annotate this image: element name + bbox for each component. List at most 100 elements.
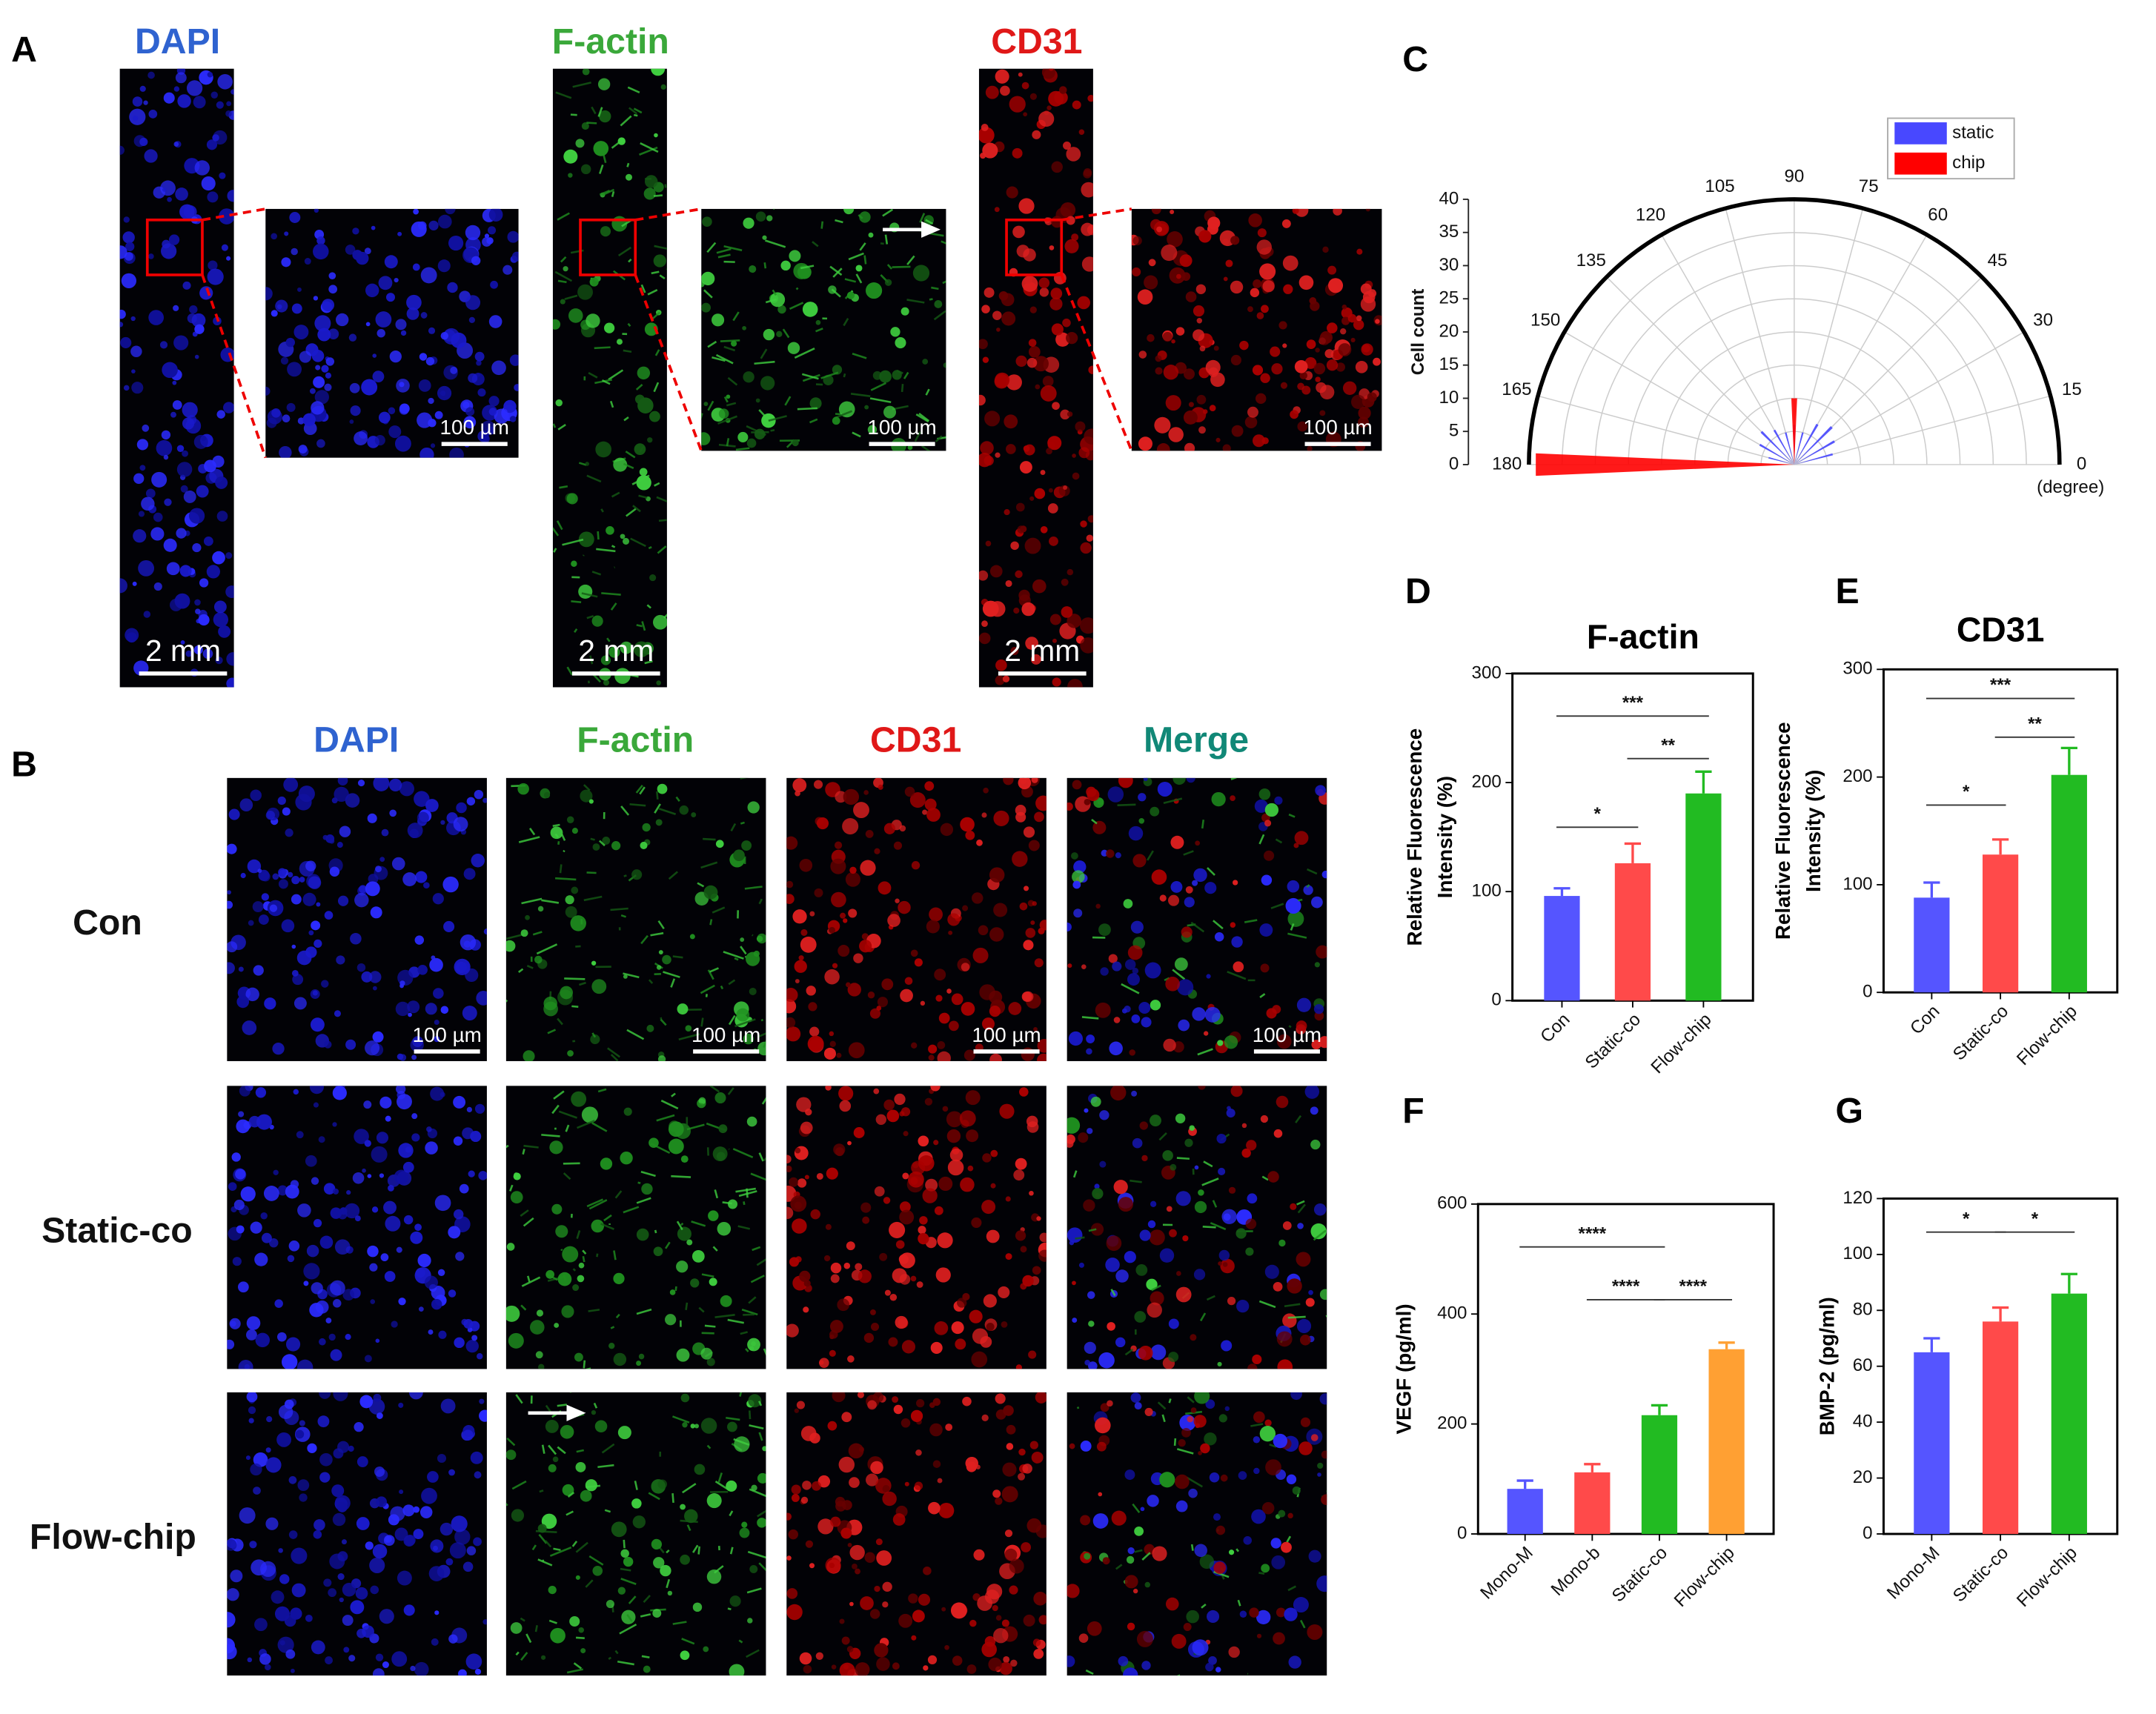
cell bbox=[746, 951, 760, 966]
cell bbox=[1132, 1588, 1138, 1594]
cell bbox=[1009, 1585, 1018, 1595]
cell bbox=[1052, 638, 1057, 643]
cell bbox=[305, 1614, 313, 1622]
fiber bbox=[1250, 1423, 1264, 1427]
cell bbox=[918, 1232, 929, 1245]
cell bbox=[330, 1207, 342, 1219]
cell bbox=[406, 294, 422, 310]
cell bbox=[981, 812, 987, 818]
fiber bbox=[588, 1555, 604, 1566]
fiber bbox=[723, 396, 729, 403]
fiber bbox=[547, 1029, 557, 1034]
cell bbox=[1024, 537, 1041, 554]
cell bbox=[739, 1527, 750, 1538]
fiber bbox=[623, 1206, 640, 1214]
cell bbox=[1209, 1472, 1220, 1483]
fiber bbox=[552, 823, 560, 827]
cell bbox=[1288, 1655, 1301, 1669]
cell bbox=[285, 1184, 299, 1199]
cell bbox=[660, 84, 666, 90]
fiber bbox=[886, 264, 893, 270]
cell bbox=[1099, 1110, 1109, 1120]
cell bbox=[1098, 1352, 1115, 1369]
micrograph-texture bbox=[1067, 1086, 1327, 1369]
micrograph bbox=[1067, 1086, 1327, 1369]
fiber bbox=[674, 1286, 677, 1292]
cell bbox=[202, 648, 213, 659]
column-title: F-actin bbox=[577, 720, 694, 760]
cell bbox=[832, 365, 843, 375]
cell bbox=[1271, 1555, 1286, 1569]
cell bbox=[1040, 525, 1048, 534]
cell bbox=[314, 315, 331, 332]
cell bbox=[637, 366, 651, 380]
cell bbox=[418, 379, 431, 392]
cell bbox=[1127, 1622, 1135, 1631]
cell bbox=[293, 1089, 299, 1095]
cell bbox=[1095, 1002, 1111, 1018]
theta-tick-label: 120 bbox=[1636, 205, 1665, 225]
cell bbox=[505, 940, 516, 952]
cell bbox=[219, 172, 226, 179]
cell bbox=[1244, 416, 1258, 428]
fiber bbox=[641, 1655, 650, 1658]
cell bbox=[248, 1418, 254, 1424]
cell bbox=[1058, 485, 1070, 496]
cell bbox=[746, 1116, 757, 1127]
cell bbox=[561, 1305, 574, 1318]
cell bbox=[876, 1006, 882, 1011]
cell bbox=[937, 1232, 953, 1249]
fiber bbox=[680, 1222, 684, 1226]
cell bbox=[924, 798, 937, 811]
zoom-line bbox=[1061, 207, 1132, 222]
cell bbox=[365, 1040, 380, 1056]
cell bbox=[809, 1026, 820, 1037]
cell bbox=[680, 1650, 690, 1661]
cell bbox=[1023, 991, 1034, 1003]
cell bbox=[637, 397, 654, 413]
fiber bbox=[552, 527, 560, 537]
cell bbox=[332, 1122, 337, 1127]
cell bbox=[1204, 1006, 1221, 1023]
cell bbox=[1032, 1266, 1041, 1275]
cell bbox=[839, 1100, 852, 1112]
cell bbox=[223, 402, 234, 413]
cell bbox=[994, 373, 1009, 389]
cell bbox=[1358, 416, 1369, 428]
cell bbox=[938, 1012, 950, 1024]
fiber bbox=[844, 278, 857, 283]
cell bbox=[580, 1648, 586, 1654]
cell bbox=[1015, 1230, 1026, 1241]
r-tick-label: 15 bbox=[1439, 354, 1459, 374]
fiber bbox=[593, 1402, 598, 1409]
cell bbox=[1261, 305, 1269, 313]
cell bbox=[350, 405, 361, 416]
fiber bbox=[1075, 1236, 1085, 1240]
grid-spoke bbox=[1794, 207, 1864, 465]
cell bbox=[315, 365, 321, 371]
cell bbox=[924, 781, 935, 791]
cell bbox=[321, 365, 329, 373]
cell bbox=[266, 417, 277, 428]
cell bbox=[690, 1278, 700, 1288]
cell bbox=[430, 443, 436, 448]
cell bbox=[1168, 894, 1180, 906]
scale-bar-label: 100 µm bbox=[691, 1023, 760, 1046]
cell bbox=[1196, 318, 1203, 324]
cell bbox=[474, 789, 484, 800]
cell bbox=[225, 552, 233, 559]
fiber bbox=[545, 1404, 552, 1413]
cell bbox=[869, 1008, 881, 1019]
cell bbox=[1143, 777, 1148, 782]
cell bbox=[125, 252, 133, 261]
cell bbox=[852, 1563, 858, 1569]
cell bbox=[1170, 880, 1183, 893]
cell bbox=[420, 267, 437, 284]
cell bbox=[1198, 426, 1206, 434]
cell bbox=[1204, 882, 1217, 894]
zoom-line bbox=[202, 207, 266, 222]
cell bbox=[923, 1567, 932, 1575]
cell bbox=[281, 919, 295, 933]
cell bbox=[1171, 339, 1175, 344]
cell bbox=[1222, 444, 1231, 451]
